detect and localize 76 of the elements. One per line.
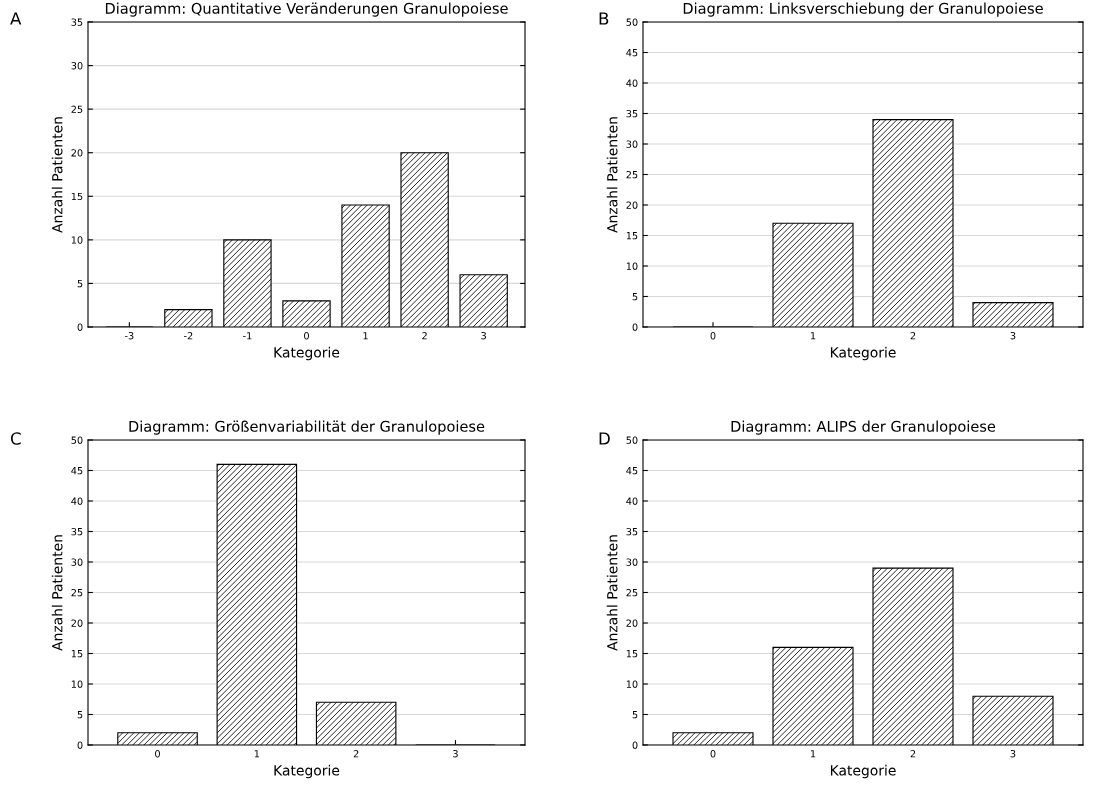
y-tick-label: 25 [71, 105, 83, 113]
x-tick-label: 2 [422, 332, 427, 340]
x-tick-label: -3 [124, 332, 134, 340]
y-tick-label: 40 [626, 79, 638, 87]
x-tick-label: 0 [155, 750, 160, 758]
y-tick-label: 45 [626, 49, 638, 57]
y-tick-label: 15 [71, 192, 83, 201]
y-tick-label: 25 [626, 588, 638, 597]
x-tick-label: 1 [810, 750, 816, 758]
y-tick-label: 15 [71, 650, 83, 658]
y-tick-label: 25 [626, 170, 638, 179]
x-tick-label: 0 [304, 332, 309, 340]
y-tick-label: 0 [77, 741, 83, 749]
y-tick-label: 15 [626, 232, 638, 240]
text: B [599, 12, 609, 25]
y-tick-label: 45 [71, 467, 83, 475]
y-tick-label: 35 [71, 527, 83, 536]
y-tick-label: 30 [71, 558, 83, 566]
x-axis-title: Kategorie [830, 764, 896, 779]
x-tick-label: 1 [363, 332, 368, 340]
y-tick-label: 30 [626, 558, 638, 566]
y-tick-label: 35 [626, 109, 638, 118]
x-tick-label: -2 [184, 332, 193, 340]
y-tick-label: 20 [626, 201, 638, 209]
text: D [599, 432, 610, 445]
x-tick-label: 0 [710, 750, 716, 758]
chart-title: Diagramm: ALIPS der Granulopoiese [731, 420, 996, 435]
x-axis-title: Kategorie [830, 346, 896, 361]
x-tick-label: 2 [910, 332, 916, 340]
x-tick-label: -1 [243, 332, 252, 340]
x-tick-label: 1 [254, 750, 260, 758]
y-tick-label: 5 [77, 280, 83, 288]
x-tick-label: 1 [810, 332, 816, 340]
x-tick-label: 3 [1010, 750, 1016, 758]
y-axis-title: Anzahl Patienten [606, 535, 618, 651]
chart-title: Diagramm: Linksverschiebung der Granulopoiese [683, 2, 1043, 17]
y-tick-label: 35 [626, 527, 638, 536]
y-tick-label: 0 [632, 741, 638, 749]
y-tick-label: 40 [71, 497, 83, 505]
y-tick-label: 20 [71, 149, 83, 157]
x-tick-label: 3 [453, 750, 458, 758]
y-tick-label: 25 [71, 588, 83, 597]
y-tick-label: 30 [626, 140, 638, 148]
y-tick-label: 10 [71, 680, 83, 688]
y-tick-label: 0 [632, 323, 638, 331]
y-tick-label: 50 [626, 18, 638, 26]
y-tick-label: 5 [632, 711, 638, 719]
y-tick-label: 10 [626, 262, 638, 270]
y-axis-title: Anzahl Patienten [51, 535, 63, 651]
y-tick-label: 50 [626, 436, 638, 444]
y-tick-label: 5 [632, 293, 638, 301]
y-axis-title: Anzahl Patienten [606, 117, 618, 233]
x-tick-label: 2 [910, 750, 916, 758]
y-tick-label: 10 [71, 236, 83, 244]
y-tick-label: 35 [71, 18, 83, 26]
text: C [10, 432, 21, 445]
text: A [10, 12, 22, 25]
x-axis-title: Kategorie [274, 764, 340, 779]
x-tick-label: 0 [710, 332, 716, 340]
y-tick-label: 40 [626, 497, 638, 505]
chart-title: Diagramm: Quantitative Veränderungen Granulopoiese [105, 2, 508, 17]
x-tick-label: 3 [1010, 332, 1016, 340]
y-tick-label: 0 [77, 323, 83, 331]
y-tick-label: 20 [71, 619, 83, 627]
y-tick-label: 20 [626, 619, 638, 627]
y-tick-label: 45 [626, 467, 638, 475]
x-tick-label: 2 [353, 750, 359, 758]
y-tick-label: 10 [626, 680, 638, 688]
chart-title: Diagramm: Größenvariabilität der Granulopoiese [129, 420, 485, 435]
y-tick-label: 5 [77, 711, 83, 719]
y-tick-label: 30 [71, 62, 83, 70]
y-tick-label: 15 [626, 650, 638, 658]
x-tick-label: 3 [481, 332, 486, 340]
y-axis-title: Anzahl Patienten [51, 117, 63, 233]
x-axis-title: Kategorie [274, 346, 340, 361]
y-tick-label: 50 [71, 436, 83, 444]
